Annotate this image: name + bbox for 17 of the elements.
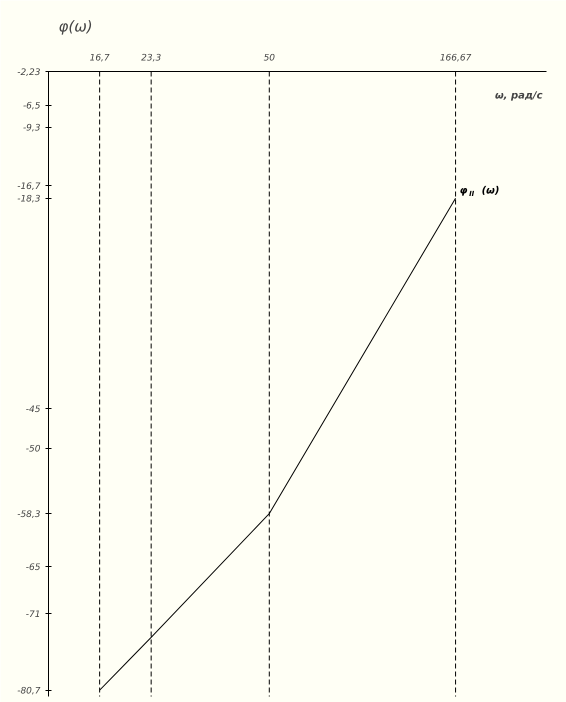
y-tick-label: -65 — [26, 562, 41, 573]
y-tick-label: -18,3 — [17, 194, 41, 205]
y-tick-label: -45 — [26, 405, 41, 416]
y-tick-label: -80,7 — [17, 686, 41, 697]
y-tick-label: -2,23 — [17, 68, 41, 78]
y-tick-label: -6,5 — [22, 102, 41, 112]
x-tick-label: 23,3 — [141, 54, 162, 64]
y-tick-label: -58,3 — [17, 510, 41, 520]
y-axis-title: φ(ω) — [58, 18, 93, 36]
y-tick-label: -71 — [26, 610, 41, 620]
y-tick-label: -16,7 — [17, 182, 41, 192]
x-tick-label: 50 — [264, 54, 276, 64]
y-tick-label: -9,3 — [22, 124, 41, 134]
x-tick-label: 166,67 — [440, 54, 472, 64]
y-tick-label: -50 — [26, 444, 41, 455]
x-axis-title: ω, рад/с — [494, 90, 543, 102]
x-tick-label: 16,7 — [90, 54, 110, 64]
